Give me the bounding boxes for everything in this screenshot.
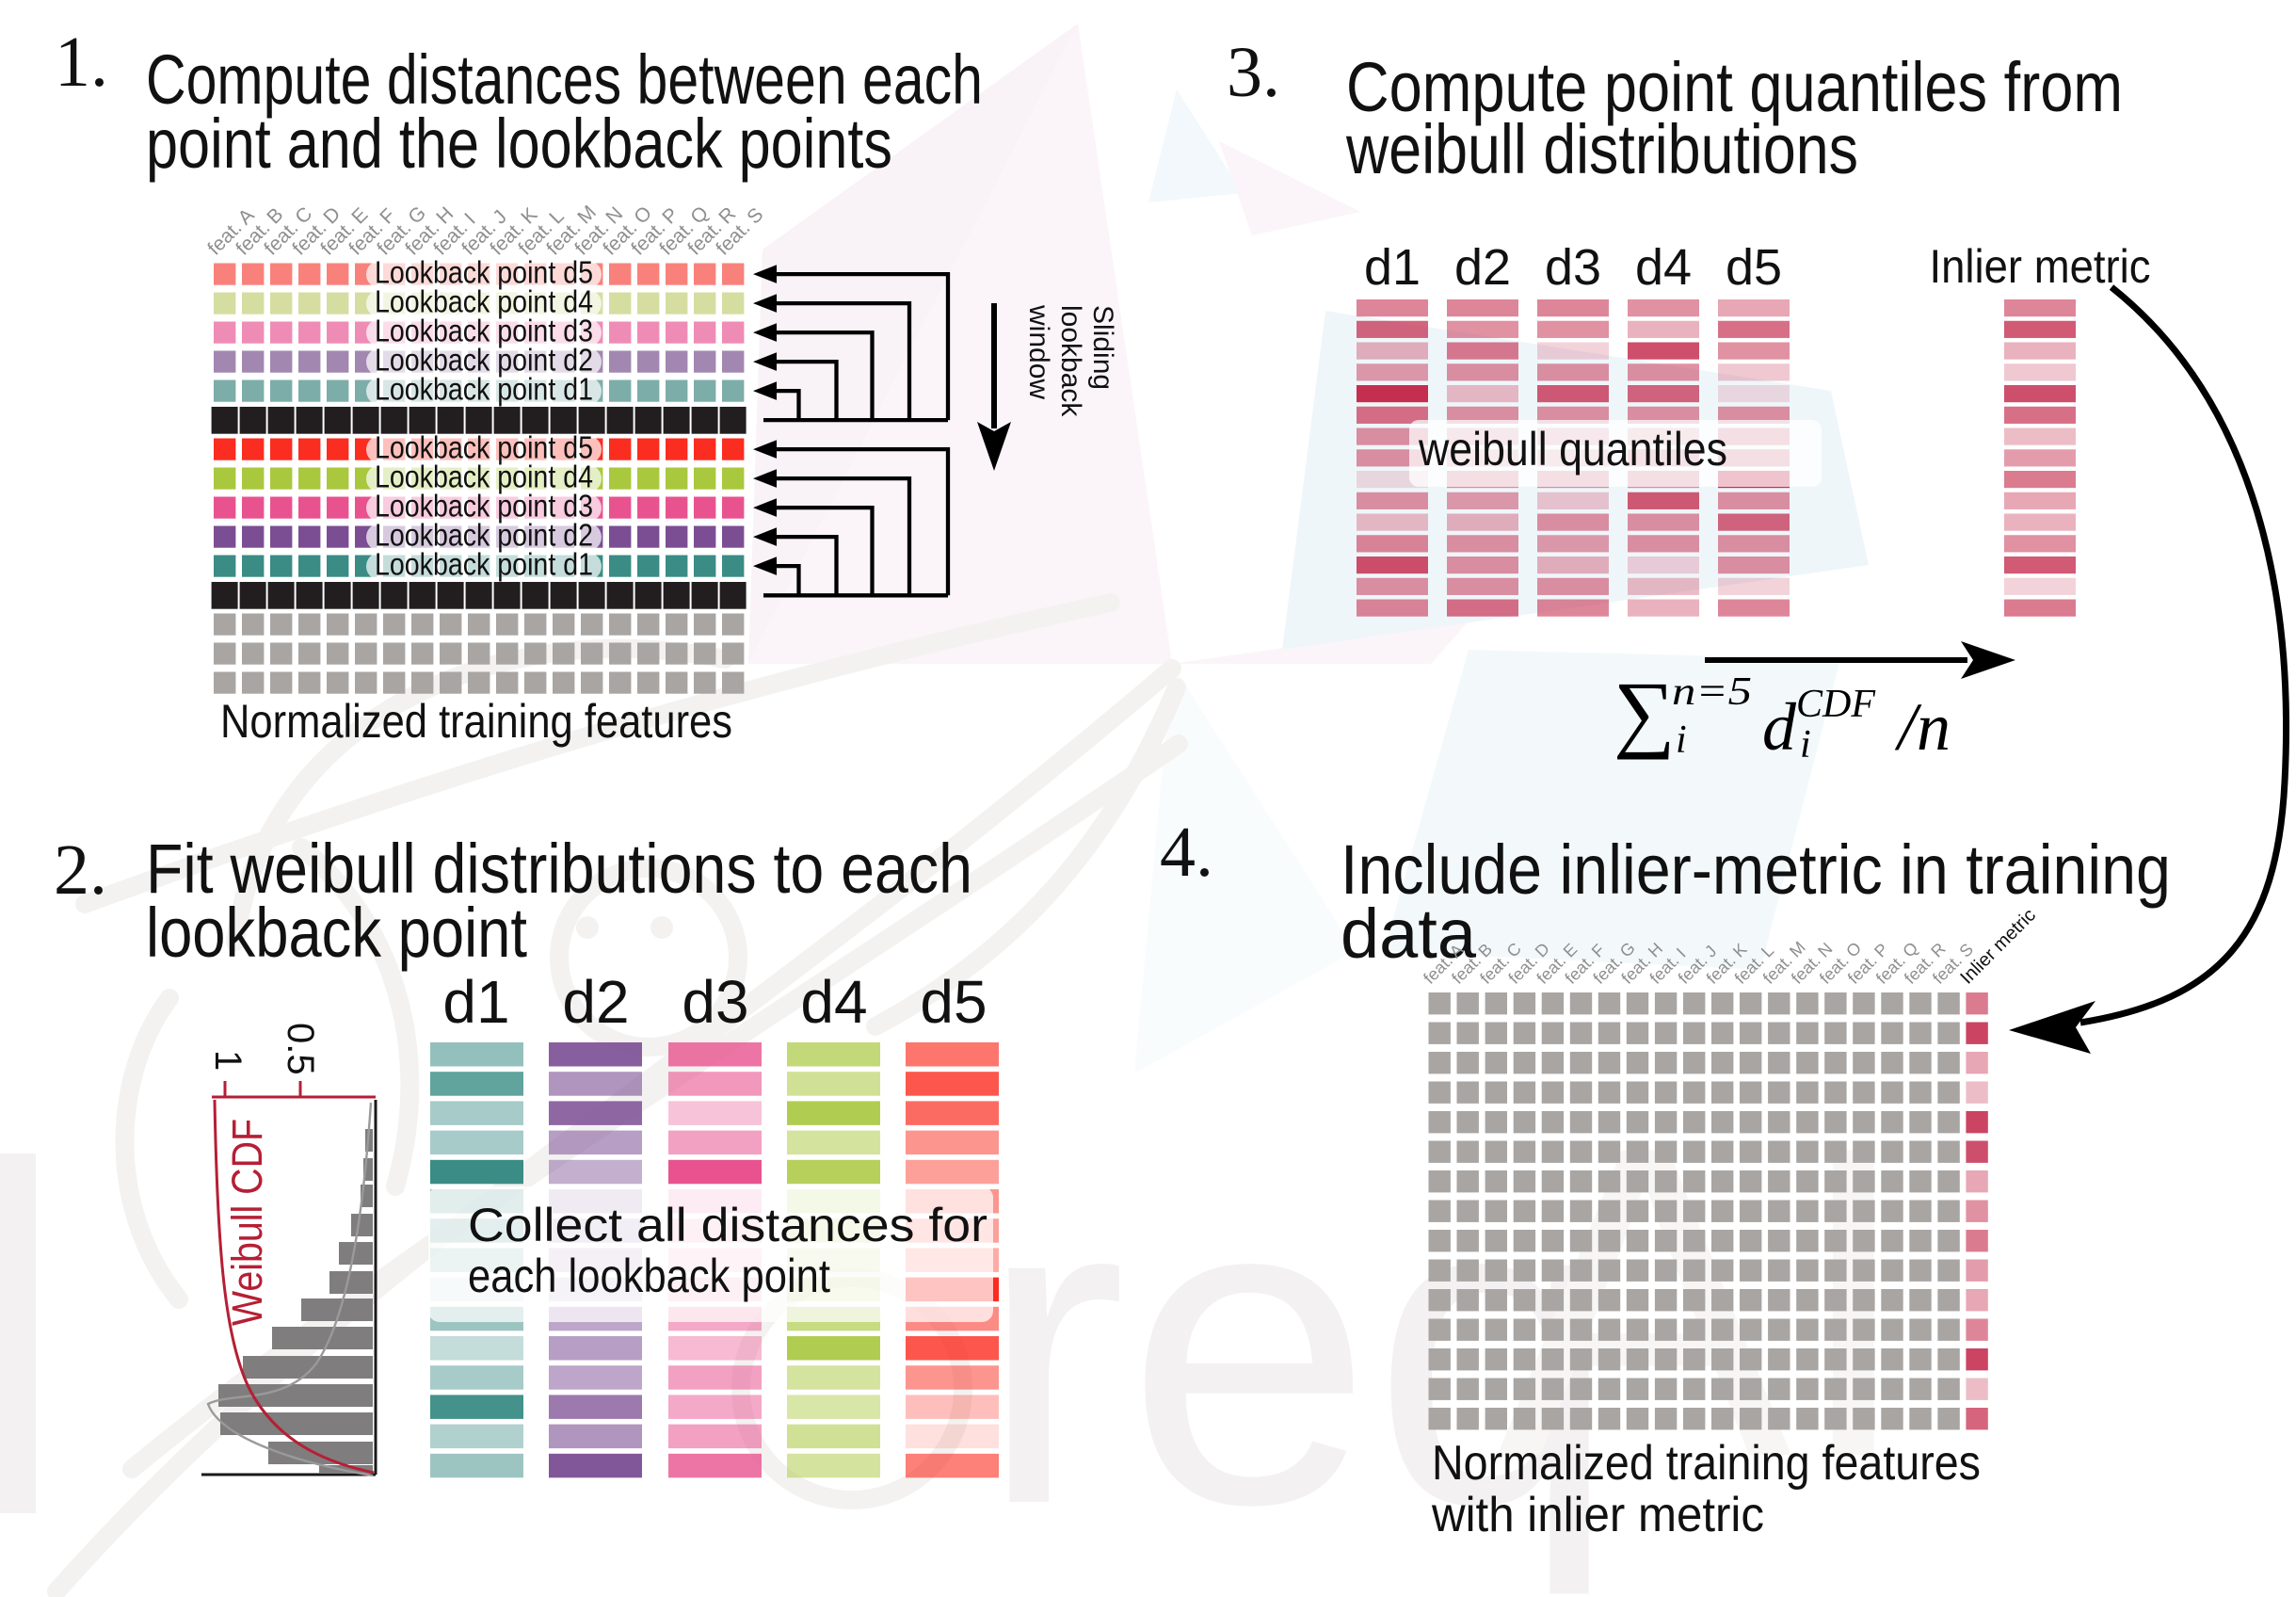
svg-text:weibull distributions: weibull distributions xyxy=(1345,110,1858,188)
svg-text:Lookback point d5: Lookback point d5 xyxy=(375,430,593,465)
svg-text:d2: d2 xyxy=(1454,239,1511,296)
svg-text:with inlier metric: with inlier metric xyxy=(1431,1488,1764,1542)
svg-text:i: i xyxy=(1800,723,1811,766)
svg-text:d3: d3 xyxy=(1545,239,1601,296)
svg-text:Lookback point d1: Lookback point d1 xyxy=(375,372,593,407)
svg-text:point and the lookback points: point and the lookback points xyxy=(146,105,892,183)
svg-text:3.: 3. xyxy=(1227,33,1280,112)
svg-text:1.: 1. xyxy=(55,23,108,102)
svg-text:lookback point: lookback point xyxy=(146,894,527,972)
svg-text:d5: d5 xyxy=(1726,239,1782,296)
svg-text:Lookback point d3: Lookback point d3 xyxy=(375,314,593,348)
svg-text:weibull quantiles: weibull quantiles xyxy=(1418,423,1727,476)
svg-text:1: 1 xyxy=(207,1050,249,1071)
svg-text:/n: /n xyxy=(1894,689,1951,765)
svg-text:each lookback point: each lookback point xyxy=(468,1250,830,1302)
svg-text:Include inlier-metric in train: Include inlier-metric in training xyxy=(1341,831,2171,909)
svg-text:4.: 4. xyxy=(1160,813,1213,892)
svg-text:Weibull CDF: Weibull CDF xyxy=(223,1119,271,1326)
svg-text:d: d xyxy=(1762,689,1797,765)
svg-text:d4: d4 xyxy=(800,968,867,1036)
svg-text:i: i xyxy=(1676,718,1687,762)
svg-text:d1: d1 xyxy=(442,968,509,1036)
svg-text:CDF: CDF xyxy=(1796,683,1875,726)
svg-text:data: data xyxy=(1341,895,1477,973)
svg-text:Lookback point d4: Lookback point d4 xyxy=(375,284,593,319)
svg-text:Lookback point d2: Lookback point d2 xyxy=(375,343,593,378)
svg-text:2.: 2. xyxy=(54,831,107,910)
svg-text:d3: d3 xyxy=(682,968,748,1036)
svg-text:Inlier metric: Inlier metric xyxy=(1930,240,2151,293)
svg-text:d2: d2 xyxy=(562,968,629,1036)
svg-text:n=5: n=5 xyxy=(1672,670,1752,714)
svg-text:Normalized training features: Normalized training features xyxy=(220,695,732,748)
svg-text:Lookback point d5: Lookback point d5 xyxy=(375,255,593,290)
svg-text:Lookback point d4: Lookback point d4 xyxy=(375,460,593,494)
svg-text:d4: d4 xyxy=(1635,239,1692,296)
svg-text:d1: d1 xyxy=(1364,239,1421,296)
svg-text:Lookback point d2: Lookback point d2 xyxy=(375,518,593,553)
svg-text:Compute distances between each: Compute distances between each xyxy=(146,40,983,119)
svg-text:Collect all distances for: Collect all distances for xyxy=(468,1199,987,1251)
svg-text:Lookback point d1: Lookback point d1 xyxy=(375,547,593,582)
svg-text:Fit weibull distributions to e: Fit weibull distributions to each xyxy=(146,830,972,908)
svg-text:Compute point quantiles from: Compute point quantiles from xyxy=(1346,48,2123,126)
svg-text:d5: d5 xyxy=(920,968,987,1036)
svg-text:∑: ∑ xyxy=(1614,664,1676,760)
svg-text:req: req xyxy=(979,1102,1618,1597)
svg-text:0.5: 0.5 xyxy=(280,1023,321,1075)
svg-text:Lookback point d3: Lookback point d3 xyxy=(375,489,593,524)
svg-text:Normalized training features: Normalized training features xyxy=(1432,1436,1981,1491)
